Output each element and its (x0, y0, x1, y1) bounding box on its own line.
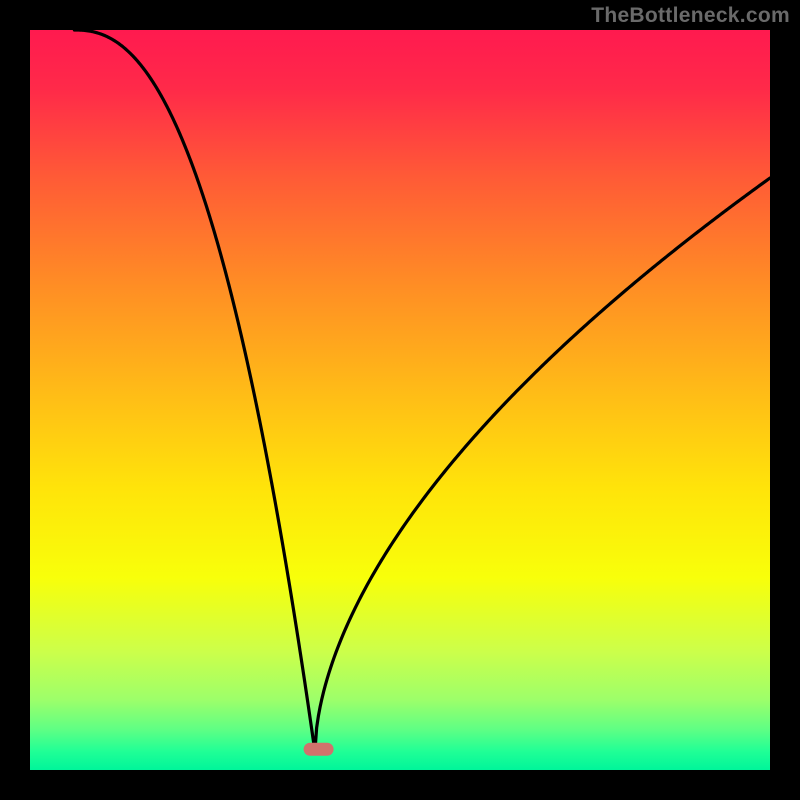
gradient-background (30, 30, 770, 770)
chart-frame: TheBottleneck.com (0, 0, 800, 800)
bottleneck-chart-svg (30, 30, 770, 770)
optimal-point-marker (304, 743, 334, 756)
watermark-text: TheBottleneck.com (591, 4, 790, 28)
plot-area (30, 30, 770, 770)
